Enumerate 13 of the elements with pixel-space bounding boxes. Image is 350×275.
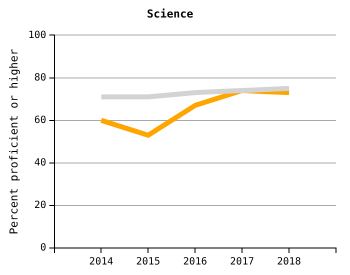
x-tick-label: 2018 <box>276 256 302 268</box>
y-tick-label: 40 <box>34 157 46 168</box>
y-tick-label: 80 <box>34 72 46 84</box>
y-tick-label: 0 <box>40 242 46 254</box>
x-tick-label: 2017 <box>230 256 254 268</box>
chart-title: Science <box>146 7 194 20</box>
x-tick-label: 2014 <box>89 256 114 268</box>
y-tick-label: 20 <box>34 200 46 212</box>
x-tick-label: 2015 <box>136 256 160 268</box>
y-tick-label: 100 <box>28 30 46 41</box>
x-tick-label: 2016 <box>183 256 208 268</box>
y-axis-title: Percent proficient or higher <box>7 48 20 234</box>
y-tick-label: 60 <box>34 114 46 126</box>
